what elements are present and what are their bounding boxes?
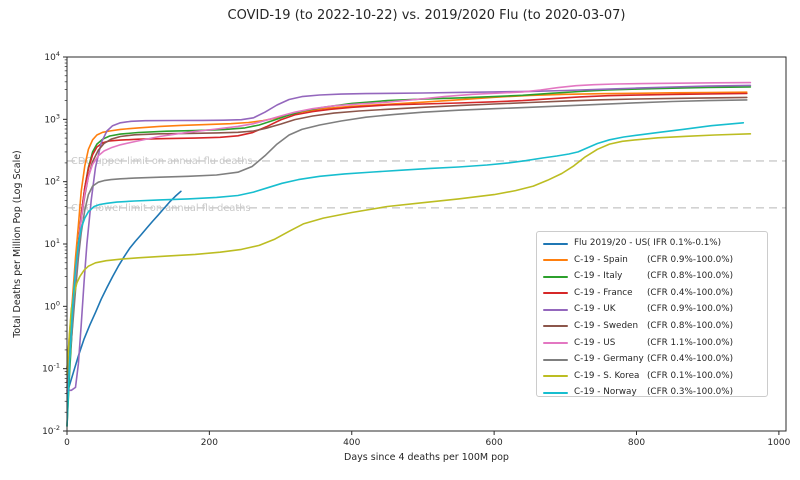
y-tick-label: 103 xyxy=(44,112,60,125)
legend-series-name: C-19 - Spain xyxy=(574,254,628,265)
legend-item-5: C-19 - Sweden (CFR 0.8%-100.0%) xyxy=(537,318,767,335)
y-tick-label: 102 xyxy=(44,175,60,188)
x-tick-label: 800 xyxy=(628,438,645,448)
x-tick-label: 400 xyxy=(343,438,360,448)
legend-series-cfr: (CFR 0.8%-100.0%) xyxy=(647,320,734,331)
legend-item-8: C-19 - S. Korea (CFR 0.1%-100.0%) xyxy=(537,368,767,385)
legend-series-name: C-19 - Norway xyxy=(574,387,637,398)
chart-title: COVID-19 (to 2022-10-22) vs. 2019/2020 F… xyxy=(227,8,626,23)
legend-item-1: C-19 - Spain (CFR 0.9%-100.0%) xyxy=(537,252,767,269)
legend-line-swatch xyxy=(543,325,568,328)
legend-series-cfr: (CFR 0.4%-100.0%) xyxy=(647,354,734,365)
series-line-7 xyxy=(66,99,748,389)
legend-item-7: C-19 - Germany (CFR 0.4%-100.0%) xyxy=(537,351,767,368)
legend-series-name: C-19 - Italy xyxy=(574,271,623,282)
legend-series-name: C-19 - UK xyxy=(574,304,616,315)
x-tick-label: 1000 xyxy=(767,438,790,448)
x-axis-label: Days since 4 deaths per 100M pop xyxy=(344,452,509,463)
legend-item-2: C-19 - Italy (CFR 0.8%-100.0%) xyxy=(537,268,767,285)
series-line-6 xyxy=(66,81,752,395)
y-tick-label: 10-2 xyxy=(42,424,60,437)
legend-line-swatch xyxy=(543,259,568,262)
series-line-9 xyxy=(66,122,745,427)
legend-line-swatch xyxy=(543,342,568,345)
legend-item-0: Flu 2019/20 - US( IFR 0.1%-0.1%) xyxy=(537,235,767,252)
y-tick-label: 10-1 xyxy=(42,362,60,375)
legend-series-cfr: (CFR 0.8%-100.0%) xyxy=(647,271,734,282)
x-tick-label: 200 xyxy=(201,438,218,448)
y-tick-label: 101 xyxy=(44,237,60,250)
series-line-3 xyxy=(66,92,748,384)
legend-series-name: C-19 - Sweden xyxy=(574,320,639,331)
series-line-0 xyxy=(66,190,182,395)
legend-series-cfr: (CFR 1.1%-100.0%) xyxy=(647,337,734,348)
legend-line-swatch xyxy=(543,242,568,245)
legend-item-3: C-19 - France (CFR 0.4%-100.0%) xyxy=(537,285,767,302)
legend-series-cfr: (CFR 0.4%-100.0%) xyxy=(647,287,734,298)
legend-line-swatch xyxy=(543,308,568,311)
legend-series-name: C-19 - S. Korea xyxy=(574,370,640,381)
legend-line-swatch xyxy=(543,375,568,378)
legend-item-9: C-19 - Norway (CFR 0.3%-100.0%) xyxy=(537,384,767,401)
y-tick-label: 100 xyxy=(44,299,60,312)
cdc-limit-label-0: CDC upper limit on annual flu deaths xyxy=(71,156,253,167)
legend-series-name: C-19 - Germany xyxy=(574,354,644,365)
legend-series-cfr: (CFR 0.1%-100.0%) xyxy=(647,370,734,381)
series-line-8 xyxy=(66,133,752,376)
legend-line-swatch xyxy=(543,292,568,295)
legend-line-swatch xyxy=(543,275,568,278)
legend-series-cfr: ( IFR 0.1%-0.1%) xyxy=(647,238,722,248)
x-tick-label: 0 xyxy=(64,438,70,448)
legend-item-6: C-19 - US (CFR 1.1%-100.0%) xyxy=(537,335,767,352)
legend-line-swatch xyxy=(543,358,568,361)
legend-series-name: C-19 - France xyxy=(574,287,633,298)
legend-series-cfr: (CFR 0.9%-100.0%) xyxy=(647,304,734,315)
legend-series-cfr: (CFR 0.9%-100.0%) xyxy=(647,254,734,265)
legend-series-cfr: (CFR 0.3%-100.0%) xyxy=(647,387,734,398)
legend-series-name: Flu 2019/20 - US xyxy=(574,238,648,248)
cdc-limit-label-1: CDC lower limit on annual flu deaths xyxy=(71,203,251,214)
y-tick-label: 104 xyxy=(44,50,60,63)
legend-line-swatch xyxy=(543,391,568,394)
legend-item-4: C-19 - UK (CFR 0.9%-100.0%) xyxy=(537,301,767,318)
legend-series-name: C-19 - US xyxy=(574,337,616,348)
series-line-1 xyxy=(66,91,748,370)
legend: Flu 2019/20 - US( IFR 0.1%-0.1%) C-19 - S… xyxy=(536,231,768,397)
x-tick-label: 600 xyxy=(486,438,503,448)
